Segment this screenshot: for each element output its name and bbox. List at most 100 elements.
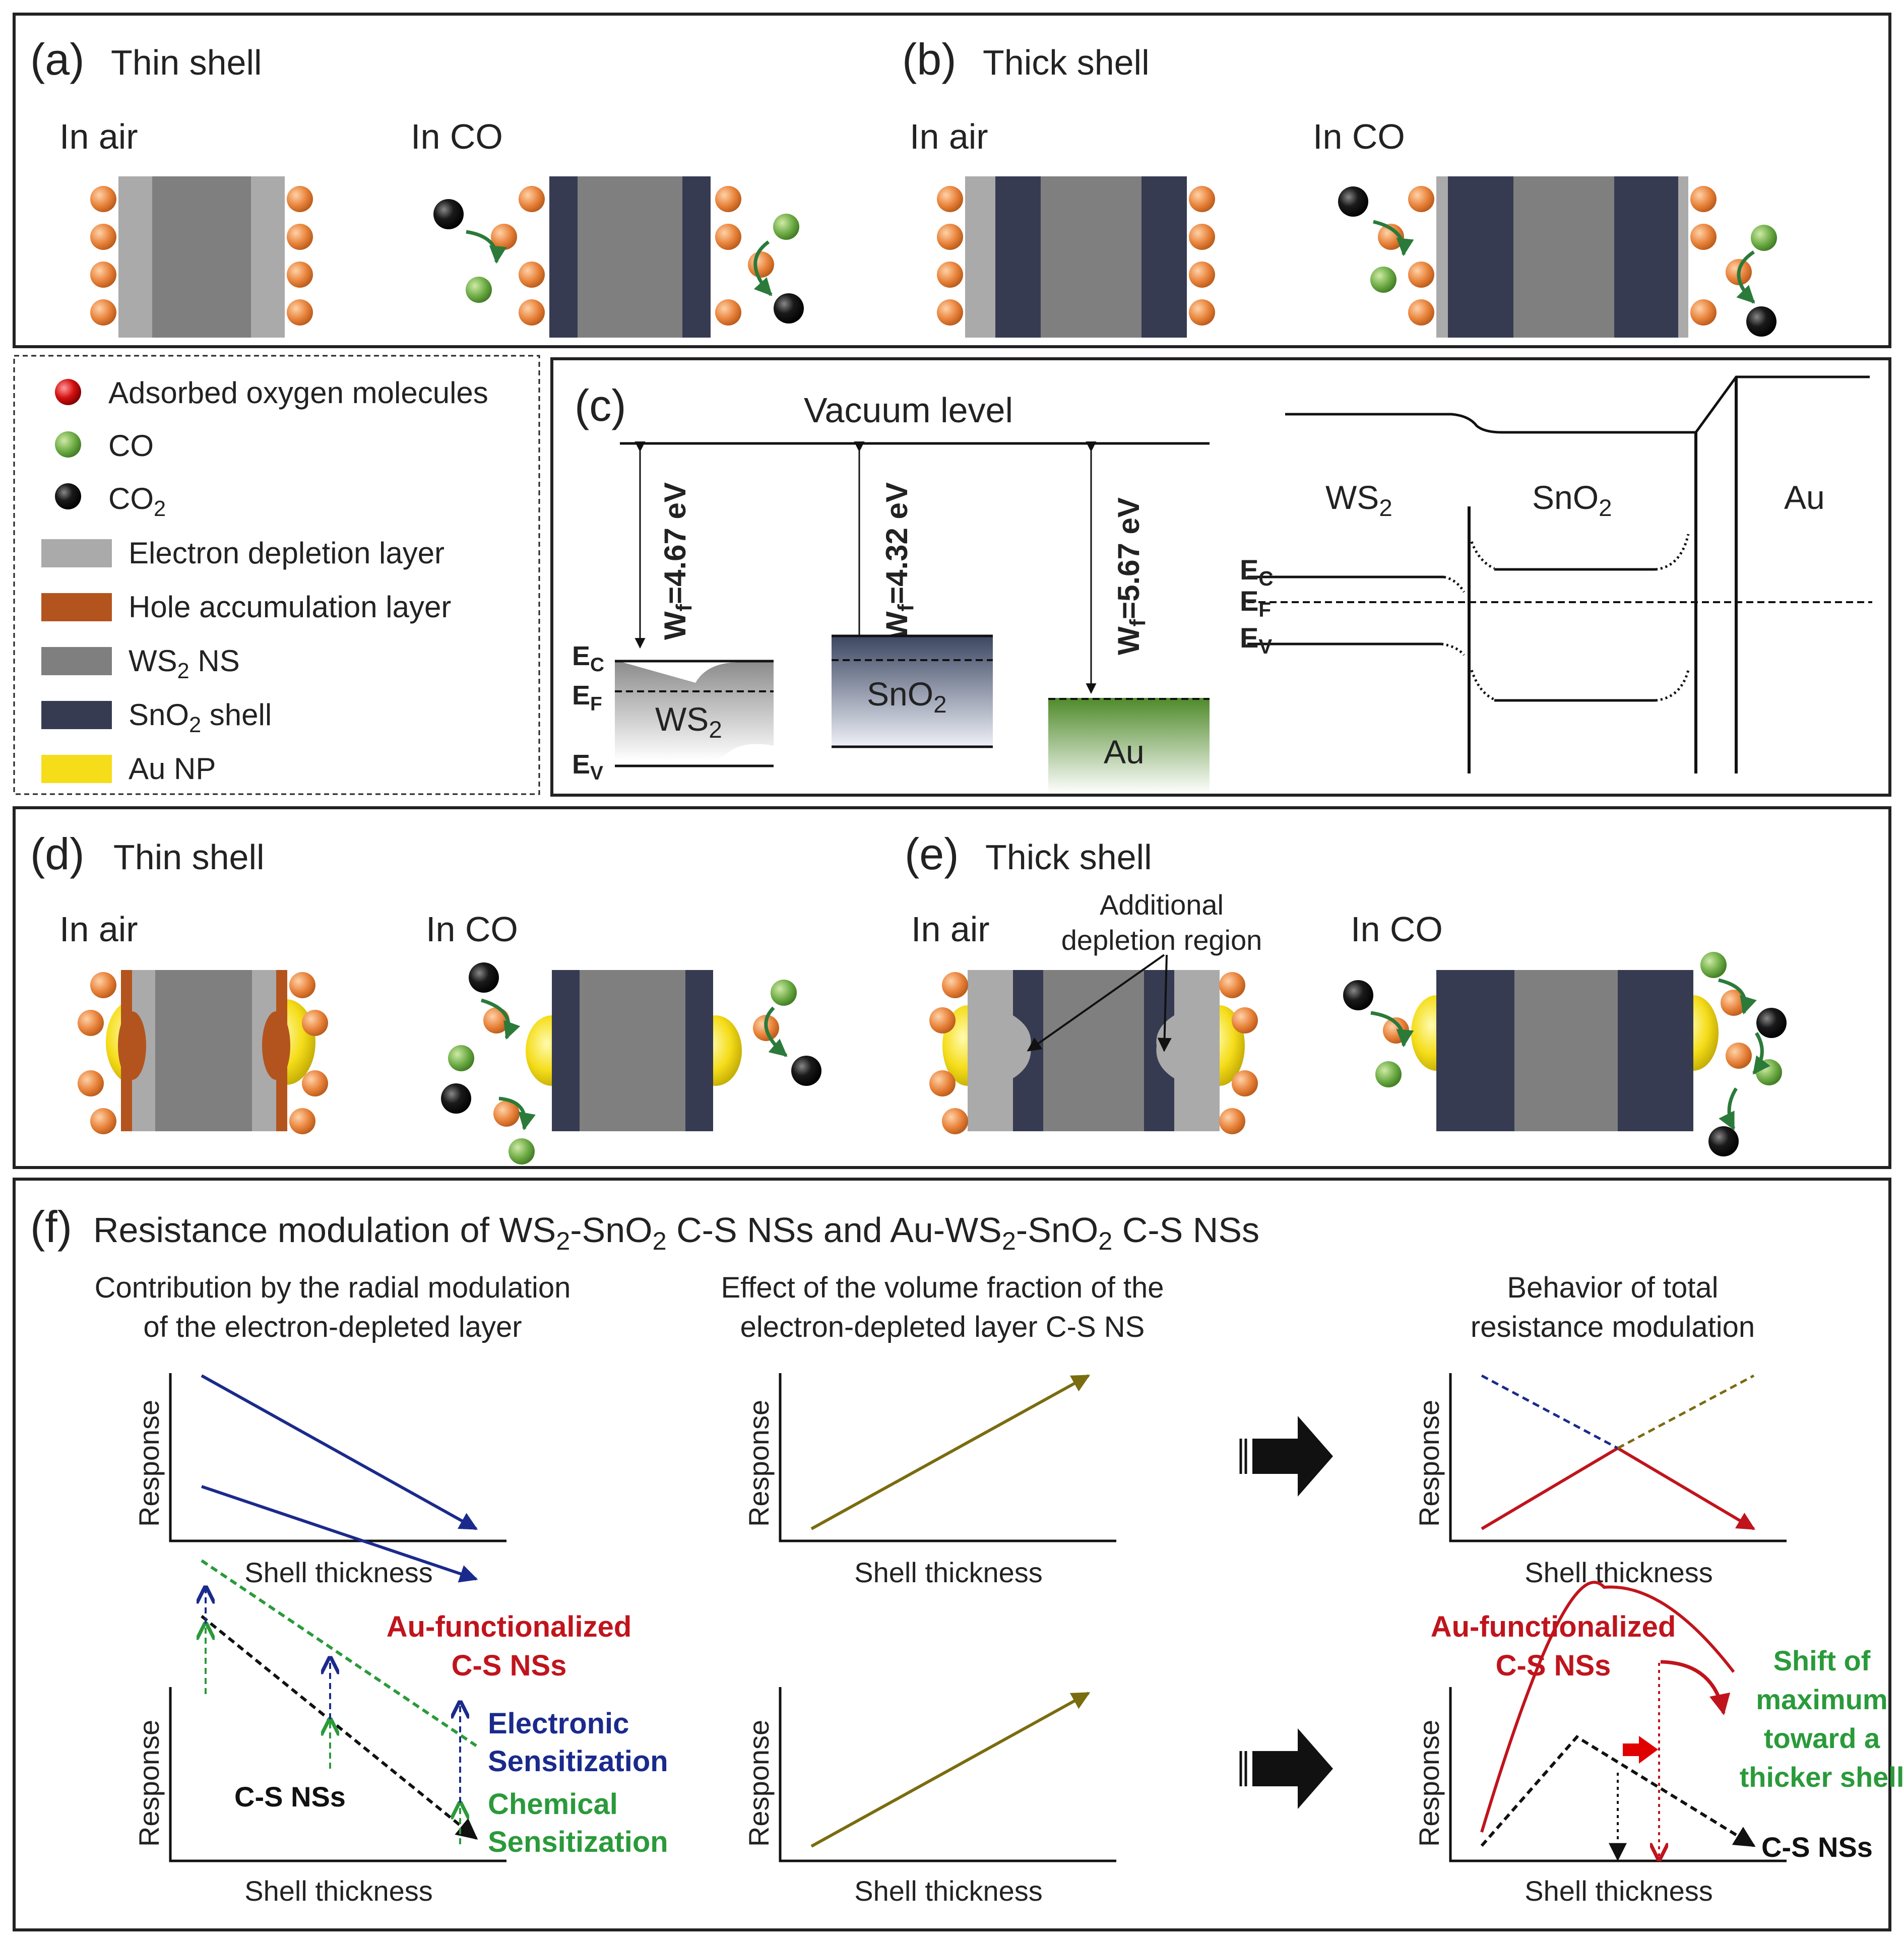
nanosheet-a-air <box>118 176 285 338</box>
shift-curved-arrow <box>1660 1660 1731 1716</box>
big-arrow-1 <box>1239 1416 1333 1497</box>
electronic-label: Electronic <box>488 1707 629 1740</box>
y-label-5: Response <box>743 1720 775 1847</box>
panel-c-letter: (c) <box>575 380 626 430</box>
au-cs-nss-label-1: C-S NSs <box>452 1649 567 1682</box>
co2-molecules-de <box>441 962 1787 1156</box>
panel-de: (d) Thin shell In air In CO (e) Thick sh… <box>13 806 1891 1169</box>
wf-au-label: Wf=5.67 eV <box>1112 497 1150 655</box>
legend-depletion-swatch <box>41 539 112 567</box>
nanosheet-e-air <box>968 970 1220 1131</box>
panel-d-title: Thin shell <box>113 837 265 877</box>
shift-label-line1: Shift of <box>1773 1645 1871 1676</box>
ws2-band-block: WS2 <box>615 660 774 767</box>
panel-f-title: Resistance modulation of WS2-SnO2 C-S NS… <box>93 1210 1259 1255</box>
cs-nss-label-right: C-S NSs <box>1761 1831 1873 1863</box>
y-label-4: Response <box>133 1720 165 1847</box>
annotation-arrows <box>1027 954 1172 1052</box>
panel-b-title: Thick shell <box>983 43 1150 82</box>
chemical-sensitization-label: Sensitization <box>488 1826 668 1858</box>
vacuum-level-label: Vacuum level <box>804 391 1013 430</box>
nanosheet-e-co <box>1436 970 1693 1131</box>
series-trend-volume-dashed <box>1617 1374 1755 1450</box>
x-label-2: Shell thickness <box>854 1557 1043 1588</box>
ef-label-left: EF <box>572 680 602 715</box>
au-band-block: Au <box>1048 698 1210 794</box>
ec-label-right: EC <box>1240 554 1273 590</box>
plot-axes <box>169 1373 1787 1862</box>
ec-label-left: EC <box>572 641 604 676</box>
col2-title-line1: Effect of the volume fraction of the <box>721 1271 1164 1304</box>
panel-a-label-co: In CO <box>411 117 503 156</box>
legend-co2-swatch <box>55 483 81 509</box>
legend-oxygen-label: Adsorbed oxygen molecules <box>108 376 488 410</box>
sno2-band-label: SnO2 <box>867 675 947 718</box>
shift-arrow <box>1623 1736 1658 1764</box>
x-label-1: Shell thickness <box>244 1557 433 1588</box>
panel-d-label-co: In CO <box>426 910 518 949</box>
y-label-3: Response <box>1413 1400 1445 1527</box>
series-line-6-1 <box>1480 1581 1735 1833</box>
oxygen-molecules-de <box>78 972 1752 1134</box>
nanosheet-b-co <box>1436 176 1688 338</box>
x-label-6: Shell thickness <box>1525 1875 1713 1907</box>
col2-title-line2: electron-depleted layer C-S NS <box>740 1311 1145 1343</box>
x-label-5: Shell thickness <box>854 1875 1043 1907</box>
panel-e-label-co: In CO <box>1351 910 1443 949</box>
legend-hole-swatch <box>41 593 112 621</box>
panel-ab: (a) Thin shell In air In CO (b) Thick sh… <box>13 13 1891 348</box>
panel-e-label-air: In air <box>911 910 990 949</box>
au-cs-nss-label-2: C-S NSs <box>1496 1649 1611 1682</box>
y-label-6: Response <box>1413 1720 1445 1847</box>
x-label-3: Shell thickness <box>1525 1557 1713 1588</box>
panel-e-letter: (e) <box>905 829 959 879</box>
au-band-label: Au <box>1104 733 1145 770</box>
x-label-4: Shell thickness <box>244 1875 433 1907</box>
nanosheet-d-air <box>118 970 290 1131</box>
series-line-6-2 <box>1480 1735 1756 1847</box>
ws2-band-label: WS2 <box>655 700 722 743</box>
cs-nss-label-left: C-S NSs <box>234 1781 346 1813</box>
sno2-band-block: SnO2 <box>832 634 993 748</box>
series-line-3-1 <box>1481 1446 1756 1530</box>
au-region-label: Au <box>1784 479 1825 516</box>
series-line-1-1 <box>201 1374 478 1530</box>
oxygen-molecules-ab <box>90 186 1752 326</box>
series-trend-radial-dashed <box>1481 1374 1619 1450</box>
legend-hole-label: Hole accumulation layer <box>129 590 451 624</box>
heterojunction-band-diagram <box>1247 375 1872 773</box>
au-functionalized-label-1: Au-functionalized <box>387 1610 632 1643</box>
annotation-depletion-region: depletion region <box>1061 924 1262 956</box>
panel-e-title: Thick shell <box>985 837 1152 877</box>
col1-title-line2: of the electron-depleted layer <box>143 1311 522 1343</box>
ev-label-left: EV <box>572 749 603 784</box>
legend-oxygen-swatch <box>55 379 81 405</box>
co2-molecules-ab <box>433 186 1776 337</box>
co-molecules-de <box>448 952 1782 1165</box>
nanosheet-d-co <box>552 970 713 1131</box>
nanosheet-a-co <box>549 176 711 338</box>
panel-b-letter: (b) <box>902 34 957 84</box>
big-arrow-2 <box>1239 1728 1333 1809</box>
panel-d-letter: (d) <box>30 829 85 879</box>
panel-c: (c) Vacuum level Wf=4.67 eV Wf=4.32 eV W… <box>550 357 1891 797</box>
annotation-additional: Additional <box>1100 889 1224 921</box>
legend-co2-label: CO2 <box>108 482 166 521</box>
panel-b-label-air: In air <box>910 117 988 156</box>
panel-a-title: Thin shell <box>111 43 262 82</box>
co-molecules-ab <box>466 214 1777 303</box>
legend-depletion-label: Electron depletion layer <box>129 536 445 570</box>
panel-f: (f) Resistance modulation of WS2-SnO2 C-… <box>13 1178 1904 1931</box>
legend-co-swatch <box>55 431 81 458</box>
legend: Adsorbed oxygen molecules CO CO2 Electro… <box>13 355 540 795</box>
peak-markers <box>1609 1663 1659 1861</box>
au-functionalized-label-2: Au-functionalized <box>1431 1610 1676 1643</box>
panel-d-label-air: In air <box>59 910 138 949</box>
y-label-2: Response <box>743 1400 775 1527</box>
ws2-region-label: WS2 <box>1325 479 1392 522</box>
legend-sno2-label: SnO2 shell <box>129 698 272 737</box>
panel-a-letter: (a) <box>30 34 85 84</box>
legend-au-label: Au NP <box>129 752 216 786</box>
series-line-4-2 <box>201 1559 477 1747</box>
legend-ws2-label: WS2 NS <box>129 644 240 683</box>
